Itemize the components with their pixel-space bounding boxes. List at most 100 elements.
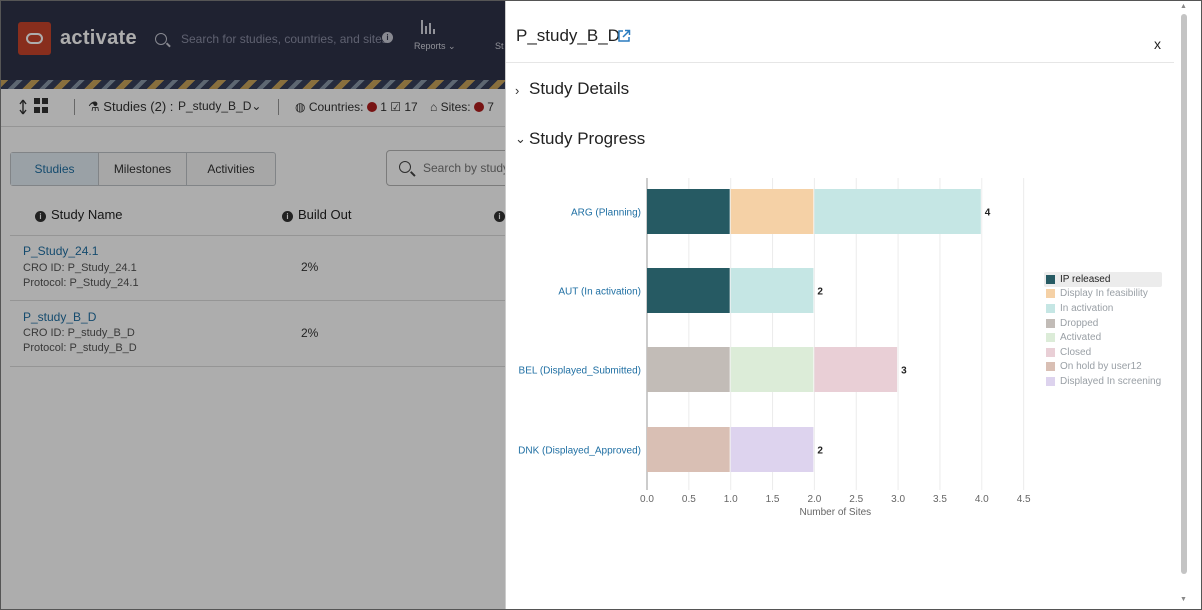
studies-selector-label: ⚗ Studies (2) :: [88, 99, 174, 114]
column-header-build-out[interactable]: i Build Out: [282, 207, 351, 222]
divider: [278, 99, 279, 115]
bar-segment: [814, 347, 898, 392]
study-progress-chart: 0.0 0.5 1.0 1.5 2.0 2.5 3.0 3.5 4.0 4.5 Number of …: [518, 178, 1031, 518]
drawer-title: P_study_B_D: [516, 26, 620, 45]
alert-dot-icon: [473, 102, 484, 112]
category-label: BEL (Displayed_Submitted): [519, 366, 641, 377]
partial-menu-item[interactable]: St: [495, 41, 504, 51]
cro-id: CRO ID: P_study_B_D: [23, 327, 135, 339]
legend-label: Activated: [1060, 332, 1102, 344]
cro-id: CRO ID: P_Study_24.1: [23, 262, 137, 274]
category-label: AUT (In activation): [558, 287, 641, 298]
bar-segment: [730, 427, 814, 472]
legend-label: Display In feasibility: [1060, 288, 1148, 300]
tab-studies[interactable]: Studies: [11, 153, 99, 185]
legend-label: Closed: [1060, 346, 1092, 358]
divider: [10, 366, 505, 367]
close-button[interactable]: x: [1154, 36, 1161, 52]
chevron-down-icon[interactable]: ⌄: [515, 131, 526, 146]
legend-item[interactable]: Closed: [1044, 345, 1162, 360]
reports-icon[interactable]: [421, 20, 435, 34]
legend-item[interactable]: Activated: [1044, 330, 1162, 345]
legend-item[interactable]: Displayed In screening: [1044, 374, 1162, 389]
view-tabs: Studies Milestones Activities: [10, 152, 276, 186]
protocol: Protocol: P_study_B_D: [23, 342, 137, 354]
modal-backdrop[interactable]: [0, 0, 505, 610]
divider: [506, 62, 1174, 63]
build-out-value: 2%: [301, 326, 319, 340]
legend-swatch: [1046, 303, 1055, 313]
study-dropdown[interactable]: P_study_B_D⌄: [178, 99, 262, 113]
legend-swatch: [1046, 333, 1055, 343]
info-icon[interactable]: i: [282, 211, 293, 222]
chevron-right-icon[interactable]: ›: [515, 83, 520, 98]
oracle-logo-icon[interactable]: [18, 22, 51, 55]
x-tick-label: 0.5: [682, 494, 696, 505]
legend-swatch: [1046, 289, 1055, 299]
scroll-up-arrow-icon[interactable]: ▲: [1180, 3, 1187, 10]
bar-total-label: 4: [985, 208, 991, 219]
bar-segment: [647, 189, 730, 234]
x-tick-label: 3.5: [933, 494, 947, 505]
bar-segment: [647, 347, 730, 392]
legend-swatch: [1046, 318, 1055, 328]
build-out-value: 2%: [301, 260, 319, 274]
x-tick-label: 2.5: [849, 494, 863, 505]
divider: [74, 99, 75, 115]
bar-segment: [647, 268, 730, 313]
protocol: Protocol: P_Study_24.1: [23, 277, 139, 289]
tab-milestones[interactable]: Milestones: [99, 153, 187, 185]
legend-label: In activation: [1060, 302, 1114, 314]
x-tick-label: 0.0: [640, 494, 654, 505]
external-link-icon[interactable]: [617, 29, 631, 43]
search-icon: [399, 161, 411, 173]
legend-item[interactable]: In activation: [1044, 301, 1162, 316]
search-icon[interactable]: [155, 33, 167, 45]
countries-filter[interactable]: ◍ Countries: 1 ☑ 17: [295, 100, 418, 114]
chart-legend: IP released Display In feasibility In acti…: [1044, 272, 1162, 389]
legend-label: IP released: [1060, 273, 1111, 285]
legend-item[interactable]: Display In feasibility: [1044, 287, 1162, 302]
legend-label: Dropped: [1060, 317, 1099, 329]
alert-dot-icon: [366, 102, 377, 112]
column-header-study-name[interactable]: i Study Name: [35, 207, 123, 222]
reports-menu[interactable]: Reports ⌄: [414, 41, 456, 51]
legend-swatch: [1046, 376, 1055, 386]
info-icon[interactable]: i: [382, 32, 393, 43]
legend-item[interactable]: On hold by user12: [1044, 360, 1162, 375]
scroll-down-arrow-icon[interactable]: ▼: [1180, 596, 1187, 603]
legend-swatch: [1046, 274, 1055, 284]
sites-filter[interactable]: ⌂ Sites: 7: [430, 100, 494, 114]
study-search-input[interactable]: Search by study: [386, 150, 526, 186]
category-label: DNK (Displayed_Approved): [518, 446, 641, 457]
x-tick-label: 2.0: [807, 494, 821, 505]
legend-label: Displayed In screening: [1060, 375, 1162, 387]
global-search-input[interactable]: Search for studies, countries, and sites: [181, 32, 388, 46]
study-link[interactable]: P_Study_24.1: [23, 244, 99, 258]
info-icon[interactable]: i: [35, 211, 46, 222]
bar-segment: [647, 427, 730, 472]
bar-segment: [730, 347, 814, 392]
x-axis-label: Number of Sites: [799, 507, 871, 518]
divider: [10, 300, 505, 301]
study-drawer: P_study_B_D x › Study Details ⌄ Study Pr…: [505, 0, 1202, 610]
bar-segment: [814, 189, 981, 234]
section-study-progress[interactable]: Study Progress: [529, 129, 646, 148]
app-name: activate: [60, 27, 137, 49]
legend-item[interactable]: Dropped: [1044, 316, 1162, 331]
legend-swatch: [1046, 347, 1055, 357]
main-content: Studies Milestones Activities Search by …: [0, 128, 526, 610]
apps-grid-icon[interactable]: [18, 98, 50, 116]
legend-item[interactable]: IP released: [1044, 272, 1162, 287]
section-study-details[interactable]: Study Details: [529, 79, 630, 98]
bar-total-label: 2: [817, 446, 823, 457]
tab-activities[interactable]: Activities: [207, 162, 255, 176]
info-icon[interactable]: i: [494, 207, 510, 222]
bar-total-label: 2: [817, 287, 823, 298]
x-tick-label: 4.5: [1017, 494, 1031, 505]
legend-label: On hold by user12: [1060, 361, 1142, 373]
scrollbar[interactable]: [1181, 14, 1187, 574]
legend-swatch: [1046, 362, 1055, 372]
study-link[interactable]: P_study_B_D: [23, 310, 97, 324]
bar-segment: [730, 189, 814, 234]
